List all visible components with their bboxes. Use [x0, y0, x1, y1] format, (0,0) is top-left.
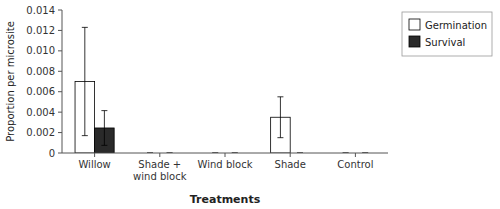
legend-label: Survival	[425, 37, 465, 48]
error-cap	[82, 27, 88, 28]
x-tick-label-line: wind block	[133, 171, 187, 182]
error-bar	[277, 97, 283, 138]
legend-frame	[402, 12, 492, 56]
legend-label: Germination	[425, 20, 487, 31]
x-tick-label: Wind block	[198, 159, 253, 170]
x-tick-label-line: Shade	[275, 159, 306, 170]
error-cap	[277, 96, 283, 97]
y-tick	[58, 10, 62, 11]
x-tick-label: Willow	[78, 159, 110, 170]
x-tick-label: Shade +wind block	[133, 159, 187, 182]
y-tick	[58, 153, 62, 154]
error-cap	[277, 137, 283, 138]
error-stem	[104, 111, 105, 146]
x-tick	[94, 153, 95, 157]
y-tick-label: 0.006	[26, 86, 55, 97]
y-tick	[58, 91, 62, 92]
y-tick	[58, 71, 62, 72]
y-tick	[58, 50, 62, 51]
y-axis	[62, 10, 63, 153]
x-tick	[225, 153, 226, 157]
legend: Germination Survival	[402, 12, 492, 56]
x-axis-label: Treatments	[190, 193, 261, 206]
x-tick	[355, 153, 356, 157]
y-tick	[58, 132, 62, 133]
error-bar	[101, 111, 107, 146]
y-tick-label: 0	[49, 148, 55, 159]
y-tick-label: 0.014	[26, 5, 55, 16]
error-stem	[84, 27, 85, 135]
bars	[75, 27, 368, 153]
y-tick-label: 0.012	[26, 25, 55, 36]
error-cap	[101, 145, 107, 146]
y-tick-label: 0.010	[26, 45, 55, 56]
x-tick-label-line: Wind block	[198, 159, 253, 170]
x-tick-label-line: Shade +	[138, 159, 181, 170]
x-tick-label-line: Control	[337, 159, 373, 170]
y-tick-label: 0.004	[26, 107, 55, 118]
y-tick	[58, 30, 62, 31]
x-tick	[159, 153, 160, 157]
y-tick-label: 0.008	[26, 66, 55, 77]
x-tick-label-line: Willow	[78, 159, 110, 170]
legend-swatch	[409, 36, 420, 47]
y-tick	[58, 112, 62, 113]
x-tick	[290, 153, 291, 157]
x-tick-label: Control	[337, 159, 373, 170]
y-axis-label: Proportion per microsite	[5, 21, 16, 142]
x-tick-label: Shade	[275, 159, 306, 170]
error-stem	[280, 97, 281, 138]
error-cap	[82, 135, 88, 136]
error-cap	[101, 110, 107, 111]
error-bar	[82, 27, 88, 135]
y-tick-label: 0.002	[26, 127, 55, 138]
legend-swatch	[409, 19, 420, 30]
